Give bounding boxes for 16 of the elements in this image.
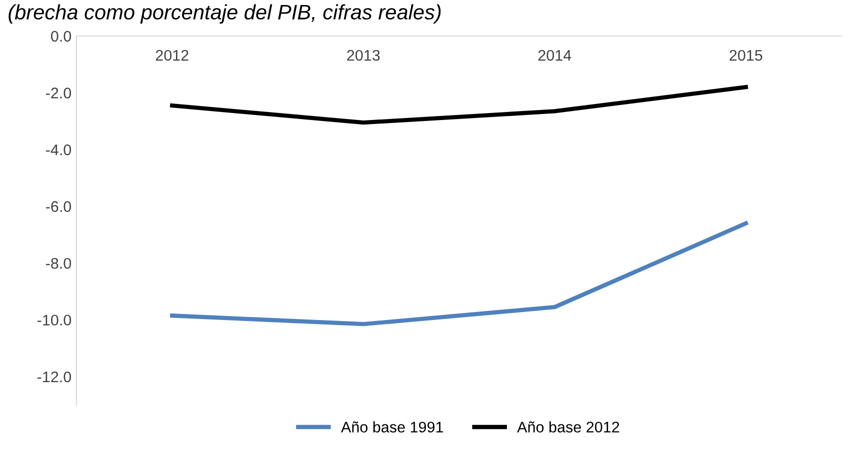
y-tick-label: -12.0 xyxy=(38,371,72,382)
y-tick-label: -2.0 xyxy=(46,88,72,98)
chart-title: (brecha como porcentaje del PIB, cifras reales) xyxy=(8,4,441,24)
y-tick-label: -4.0 xyxy=(46,144,72,156)
y-tick-label: -8.0 xyxy=(46,258,72,269)
x-tick-label: 2014 xyxy=(538,50,572,61)
y-tick-label: -6.0 xyxy=(46,201,72,212)
y-tick-label: 0.0 xyxy=(51,30,72,42)
x-tick-label: 2012 xyxy=(156,50,188,61)
legend-label: Año base 1991 xyxy=(340,421,443,433)
x-tick-label: 2013 xyxy=(347,50,380,61)
line-series xyxy=(170,85,748,125)
legend-label: Año base 2012 xyxy=(517,421,620,433)
y-tick-label: -10.0 xyxy=(38,314,72,326)
x-tick-label: 2015 xyxy=(730,50,762,61)
line-series xyxy=(170,221,748,326)
